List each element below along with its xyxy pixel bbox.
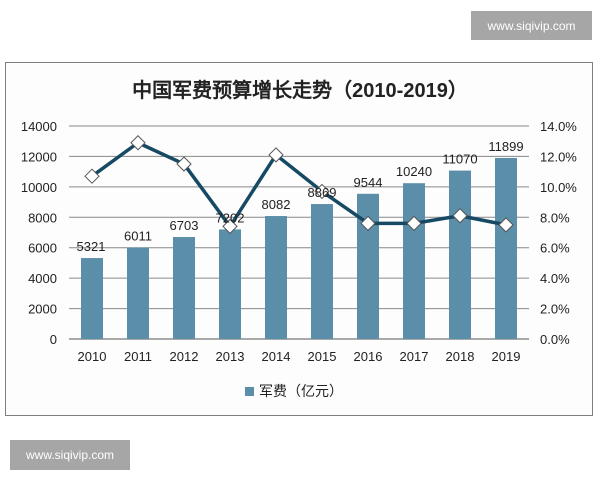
y-right-tick: 14.0%	[540, 119, 577, 134]
line-point	[314, 183, 330, 200]
watermark-top: www.siqivip.com	[471, 11, 592, 40]
x-tick: 2014	[262, 349, 291, 364]
y-left-tick: 12000	[21, 149, 57, 164]
x-tick: 2015	[308, 349, 337, 364]
bar-data-label: 5321	[77, 239, 106, 254]
y-left-tick: 2000	[28, 302, 57, 317]
y-right-tick: 2.0%	[540, 302, 570, 317]
growth-line	[90, 140, 507, 229]
x-tick: 2012	[170, 349, 199, 364]
x-tick: 2017	[400, 349, 429, 364]
bar-data-label: 9544	[354, 175, 383, 190]
bar-data-label: 7202	[216, 210, 245, 225]
y-left-tick: 4000	[28, 271, 57, 286]
line-point	[452, 208, 468, 224]
y-left-tick: 10000	[21, 180, 57, 195]
y-left-tick: 6000	[28, 241, 57, 256]
bar	[127, 247, 149, 339]
bar	[173, 237, 195, 339]
y-right-tick: 12.0%	[540, 149, 577, 164]
line-point	[360, 215, 376, 232]
line-point	[130, 135, 146, 151]
x-tick: 2018	[446, 349, 475, 364]
x-tick: 2016	[354, 349, 383, 364]
line-point	[498, 217, 514, 233]
y-left-tick: 14000	[21, 119, 57, 134]
legend-swatch	[245, 387, 254, 396]
watermark-bottom: www.siqivip.com	[10, 440, 130, 470]
y-right-tick: 10.0%	[540, 180, 577, 195]
y-right-tick: 6.0%	[540, 241, 570, 256]
bar	[311, 204, 333, 339]
bar	[265, 216, 287, 339]
y-left-tick: 0	[50, 332, 57, 347]
bar-data-label: 11899	[488, 139, 523, 154]
x-tick: 2010	[78, 349, 107, 364]
bar	[495, 157, 517, 339]
bar	[81, 258, 103, 339]
bar-data-label: 8869	[308, 185, 337, 200]
x-tick: 2019	[492, 349, 521, 364]
line-point	[222, 218, 238, 235]
chart-title: 中国军费预算增长走势（2010-2019）	[132, 78, 468, 102]
line-point	[84, 168, 100, 184]
legend-label: 军费（亿元）	[259, 383, 343, 399]
y-right-tick: 8.0%	[540, 210, 570, 225]
line-point	[268, 147, 284, 163]
bar-data-label: 10240	[396, 164, 432, 179]
x-tick: 2013	[216, 349, 245, 364]
bar	[219, 229, 241, 339]
bar	[449, 170, 471, 339]
line-point	[406, 215, 422, 232]
y-left-tick: 8000	[28, 210, 57, 225]
bar-data-label: 11070	[442, 152, 477, 167]
bar	[403, 183, 425, 339]
bar	[357, 193, 379, 339]
line-point	[176, 156, 192, 172]
y-right-tick: 4.0%	[540, 271, 570, 286]
bar-data-label: 6011	[124, 229, 152, 244]
bar-data-label: 8082	[262, 197, 291, 212]
bar-data-label: 6703	[170, 218, 199, 233]
y-right-tick: 0.0%	[540, 332, 570, 347]
x-tick: 2011	[124, 349, 152, 364]
